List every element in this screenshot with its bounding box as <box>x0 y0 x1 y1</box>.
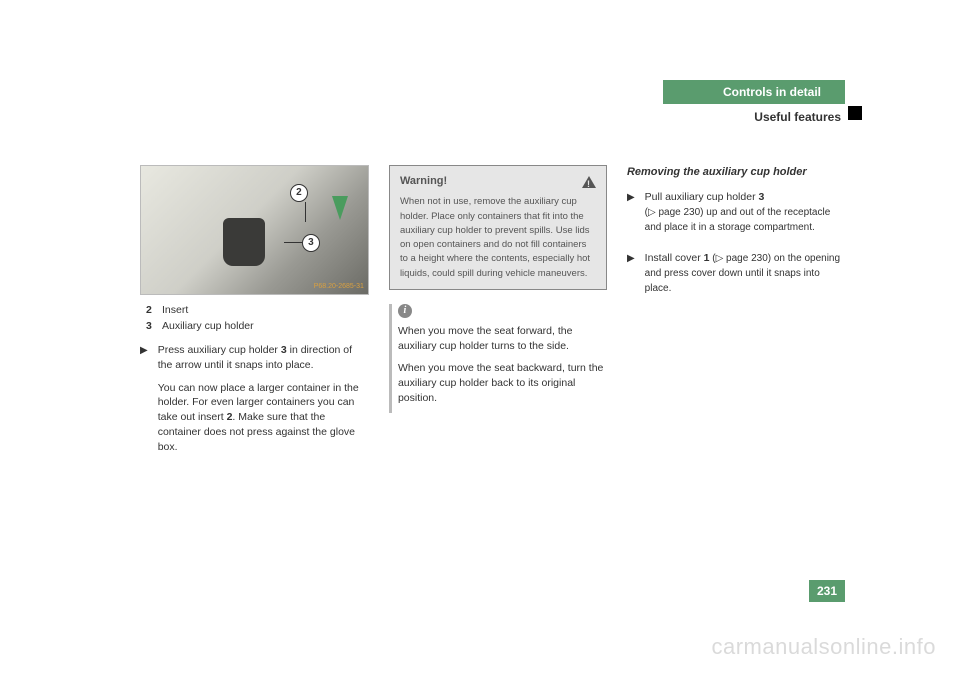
instruction-step: ▶ Press auxiliary cup holder 3 in direct… <box>140 343 369 462</box>
legend-num: 3 <box>146 319 156 334</box>
bullet-arrow-icon: ▶ <box>627 251 635 304</box>
step-body: Pull auxiliary cup holder 3 (▷ page 230)… <box>645 190 845 243</box>
warning-triangle-icon <box>582 176 596 188</box>
photo-legend: 2 Insert 3 Auxiliary cup holder <box>146 303 369 333</box>
callout-line-3 <box>284 242 302 243</box>
legend-text: Auxiliary cup holder <box>162 319 254 334</box>
watermark: carmanualsonline.info <box>711 634 936 660</box>
ref-num: 3 <box>758 191 764 203</box>
warning-label: Warning! <box>400 174 447 189</box>
callout-line-2 <box>305 202 306 222</box>
legend-row: 2 Insert <box>146 303 369 318</box>
instruction-step: ▶ Install cover 1 (▷ page 230) on the op… <box>627 251 845 304</box>
page-content: 2 3 P68.20-2685-31 2 Insert 3 Auxiliary … <box>140 165 845 470</box>
instruction-step: ▶ Pull auxiliary cup holder 3 (▷ page 23… <box>627 190 845 243</box>
section-tab: Controls in detail <box>663 80 845 104</box>
column-3: Removing the auxiliary cup holder ▶ Pull… <box>627 165 845 470</box>
info-paragraph: When you move the seat backward, turn th… <box>398 361 607 405</box>
photo-id-label: P68.20-2685-31 <box>314 282 364 292</box>
step-text: Pull auxiliary cup holder <box>645 191 759 203</box>
cup-holder-photo: 2 3 P68.20-2685-31 <box>140 165 369 295</box>
direction-arrow-icon <box>332 196 348 220</box>
step-text: Press auxiliary cup holder <box>158 344 281 356</box>
step-text: Install cover <box>645 252 704 264</box>
warning-box: Warning! When not in use, remove the aux… <box>389 165 607 290</box>
column-1: 2 3 P68.20-2685-31 2 Insert 3 Auxiliary … <box>140 165 369 470</box>
subsection-title: Removing the auxiliary cup holder <box>627 165 845 180</box>
step-body: Install cover 1 (▷ page 230) on the open… <box>645 251 845 304</box>
page-ref: (▷ page 230) up and out of the receptacl… <box>645 207 831 233</box>
info-icon: i <box>398 304 412 318</box>
legend-row: 3 Auxiliary cup holder <box>146 319 369 334</box>
page-number: 231 <box>809 580 845 602</box>
step-body: Press auxiliary cup holder 3 in directio… <box>158 343 369 462</box>
info-text: When you move the seat forward, the auxi… <box>398 324 607 405</box>
warning-header: Warning! <box>400 174 596 189</box>
legend-text: Insert <box>162 303 188 318</box>
cup-shape <box>223 218 265 266</box>
callout-marker-3: 3 <box>302 234 320 252</box>
bullet-arrow-icon: ▶ <box>140 343 148 462</box>
info-paragraph: When you move the seat forward, the auxi… <box>398 324 607 353</box>
legend-num: 2 <box>146 303 156 318</box>
column-2: Warning! When not in use, remove the aux… <box>389 165 607 470</box>
warning-text: When not in use, remove the auxiliary cu… <box>400 195 596 281</box>
info-block: i When you move the seat forward, the au… <box>389 304 607 413</box>
bullet-arrow-icon: ▶ <box>627 190 635 243</box>
callout-marker-2: 2 <box>290 184 308 202</box>
section-subtitle: Useful features <box>663 104 845 130</box>
